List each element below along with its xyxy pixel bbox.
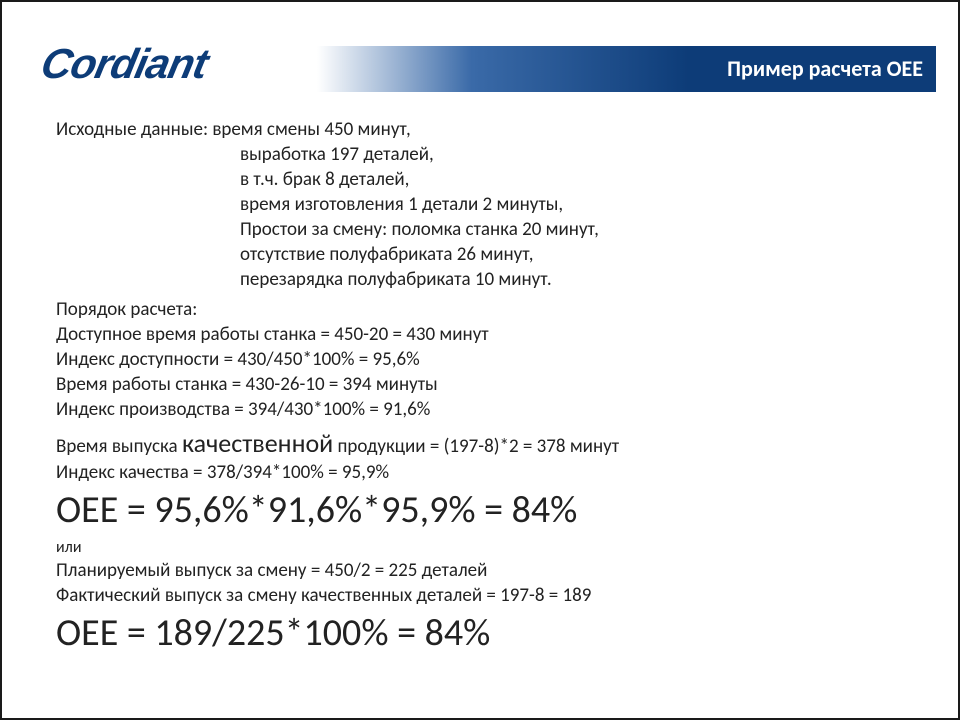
slide-container: Cordiant Пример расчета ОЕЕ Исходные дан… <box>0 0 960 720</box>
calc-line-3: Индекс производства = 394/430*100% = 91,… <box>56 397 904 422</box>
or-label: или <box>56 537 904 558</box>
given-item-5: отсутствие полуфабриката 26 минут, <box>56 242 904 267</box>
calc-label: Порядок расчета: <box>56 297 904 322</box>
given-item-4: Простои за смену: поломка станка 20 мину… <box>56 217 904 242</box>
calc-line-2: Время работы станка = 430-26-10 = 394 ми… <box>56 372 904 397</box>
logo: Cordiant <box>37 40 212 88</box>
quality-index-line: Индекс качества = 378/394*100% = 95,9% <box>56 460 904 485</box>
given-item-6: перезарядка полуфабриката 10 минут. <box>56 267 904 292</box>
slide-title: Пример расчета ОЕЕ <box>727 55 923 82</box>
given-row-0: Исходные данные: время смены 450 минут, <box>56 117 904 142</box>
given-item-3: время изготовления 1 детали 2 минуты, <box>56 192 904 217</box>
header-bar: Cordiant Пример расчета ОЕЕ <box>2 30 958 92</box>
calc-line-1: Индекс доступности = 430/450*100% = 95,6… <box>56 347 904 372</box>
calc-line-0: Доступное время работы станка = 450-20 =… <box>56 322 904 347</box>
alt-line-0: Планируемый выпуск за смену = 450/2 = 22… <box>56 558 904 583</box>
given-label: Исходные данные: <box>56 118 208 141</box>
given-item-0: время смены 450 минут, <box>212 118 410 141</box>
quality-time-line: Время выпуска качественной продукции = (… <box>56 426 904 460</box>
quality-post: продукции = (197-8)*2 = 378 минут <box>333 435 619 458</box>
oee-formula-1: OEE = 95,6%*91,6%*95,9% = 84% <box>56 487 904 535</box>
oee-formula-2: ОЕЕ = 189/225*100% = 84% <box>56 610 904 658</box>
quality-emphasis: качественной <box>182 427 333 459</box>
content-area: Исходные данные: время смены 450 минут, … <box>56 117 904 658</box>
given-item-1: выработка 197 деталей, <box>56 142 904 167</box>
given-item-2: в т.ч. брак 8 деталей, <box>56 167 904 192</box>
alt-line-1: Фактический выпуск за смену качественных… <box>56 583 904 608</box>
quality-pre: Время выпуска <box>56 435 182 458</box>
